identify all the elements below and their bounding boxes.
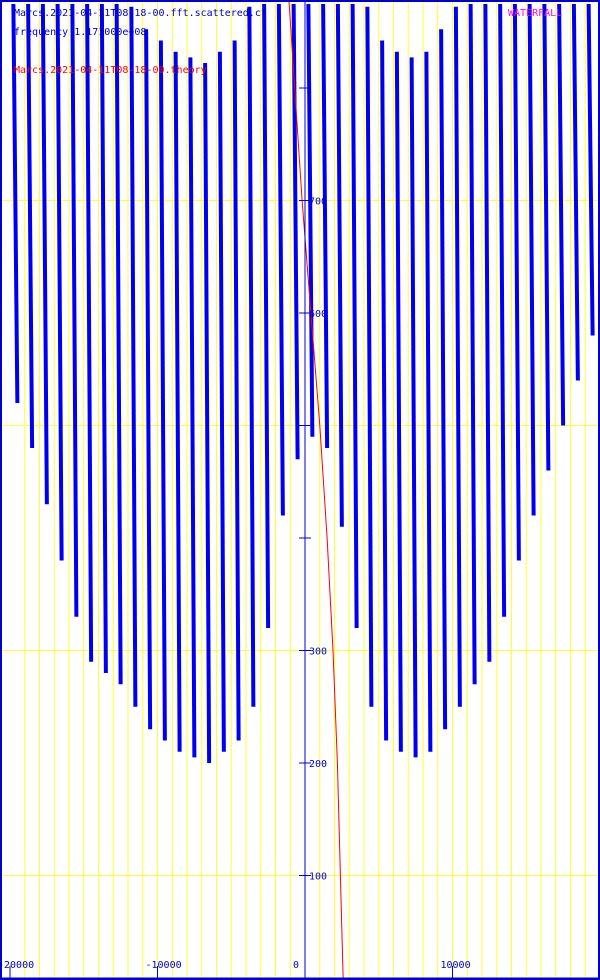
data-point	[217, 51, 226, 752]
mode-label: WATERFALL	[508, 8, 563, 19]
data-point	[483, 3, 492, 662]
data-point	[542, 3, 551, 471]
data-point	[129, 6, 138, 707]
data-point	[439, 29, 448, 730]
data-point	[365, 6, 374, 707]
data-point	[114, 3, 123, 685]
data-point	[527, 3, 536, 516]
y-tick-label: 300	[309, 647, 327, 658]
data-point	[99, 3, 108, 674]
x-tick-label: -10000	[146, 960, 182, 971]
data-point	[394, 51, 403, 752]
data-point	[586, 3, 595, 336]
data-point	[40, 3, 49, 505]
data-point	[306, 3, 315, 437]
legend-theory-label: Marcs.2021-04-11T08-18-00.theory	[14, 65, 207, 76]
data-point	[173, 51, 182, 752]
data-point	[321, 3, 330, 449]
x-tick-label: 10000	[441, 960, 471, 971]
scattered-data-series	[11, 3, 595, 764]
data-point	[498, 3, 507, 617]
data-point	[557, 3, 566, 426]
data-point	[424, 51, 433, 752]
data-point	[468, 3, 477, 685]
data-point	[26, 3, 35, 449]
theory-curve	[288, 0, 344, 980]
data-point	[262, 3, 271, 629]
y-tick-label: 200	[309, 759, 327, 770]
y-tick-label: 700	[309, 197, 327, 208]
y-tick-label: 100	[309, 872, 327, 883]
x-tick-label: 0	[293, 960, 299, 971]
data-point	[144, 29, 153, 730]
data-point	[85, 3, 94, 662]
x-tick-label: -20000	[0, 960, 34, 971]
data-point	[158, 40, 167, 741]
data-point	[453, 6, 462, 707]
data-point	[203, 62, 212, 764]
data-point	[11, 3, 20, 404]
chart-subtitle: frequency 1.171000e+08	[14, 27, 147, 38]
data-point	[232, 40, 241, 741]
data-point	[350, 3, 359, 629]
data-point	[571, 3, 580, 381]
chart-title: Marcs.2021-04-11T08-18-00.fft.scattered.…	[14, 8, 267, 19]
data-point	[247, 6, 256, 707]
data-point	[55, 3, 64, 561]
theory-curve-series	[288, 0, 344, 980]
data-point	[409, 57, 418, 758]
data-point	[188, 57, 197, 758]
y-tick-label: 600	[309, 309, 327, 320]
data-point	[380, 40, 389, 741]
data-point	[70, 3, 79, 617]
data-point	[335, 3, 344, 527]
data-point	[512, 3, 521, 561]
data-point	[276, 3, 285, 516]
